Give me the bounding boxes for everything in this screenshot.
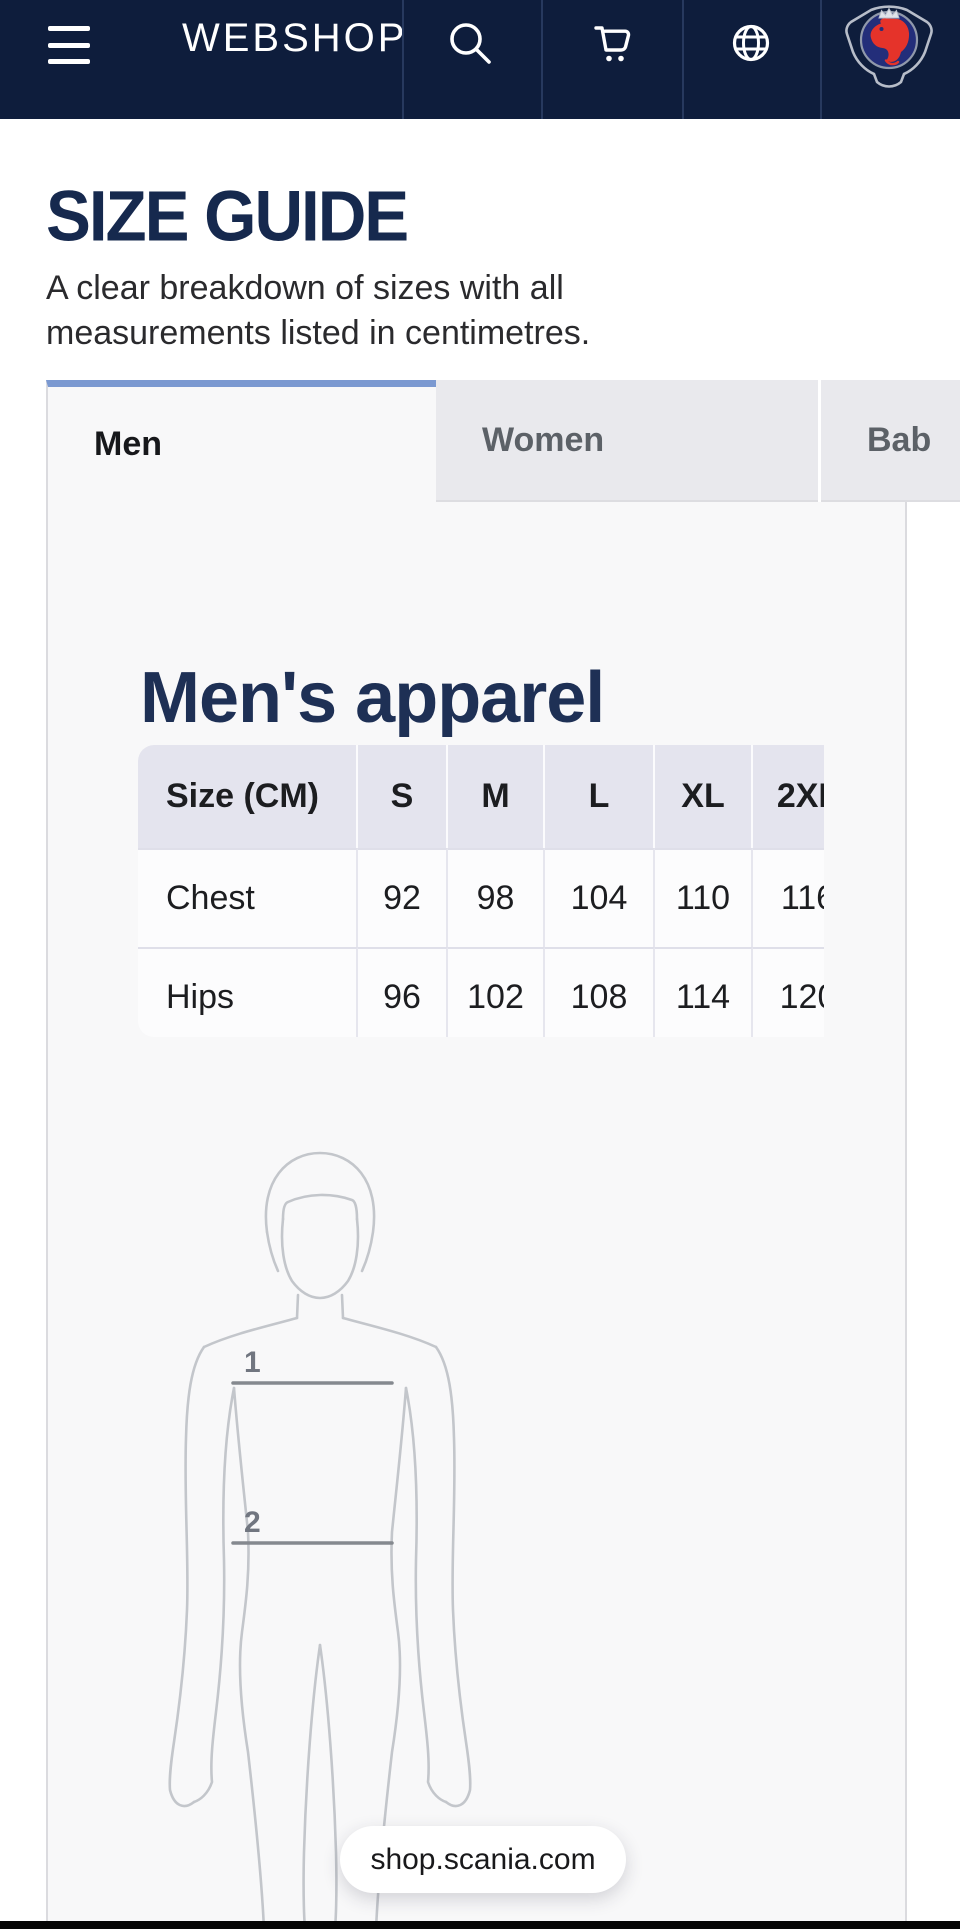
cell-hips-xl: 114 bbox=[655, 947, 753, 1037]
cell-hips-m: 102 bbox=[448, 947, 545, 1037]
header-divider bbox=[541, 0, 543, 119]
col-header-l: L bbox=[545, 745, 655, 848]
col-header-s: S bbox=[358, 745, 448, 848]
col-header-size: Size (CM) bbox=[138, 745, 358, 848]
shopping-cart-icon[interactable] bbox=[584, 18, 636, 70]
tab-men[interactable]: Men bbox=[46, 380, 436, 502]
hamburger-menu-icon[interactable] bbox=[48, 26, 90, 64]
page-subtitle: A clear breakdown of sizes with all meas… bbox=[46, 266, 590, 356]
cell-chest-l: 104 bbox=[545, 848, 655, 947]
url-text: shop.scania.com bbox=[370, 1842, 596, 1876]
tab-women[interactable]: Women bbox=[436, 380, 818, 502]
col-header-2xl: 2XL bbox=[753, 745, 824, 848]
cell-hips-s: 96 bbox=[358, 947, 448, 1037]
header-divider bbox=[820, 0, 822, 119]
tab-label: Bab bbox=[867, 420, 932, 459]
scania-griffin-logo[interactable] bbox=[840, 2, 938, 94]
app-header: WEBSHOP bbox=[0, 0, 960, 119]
men-size-panel: Men's apparel Size (CM) S M L XL 2XL Che… bbox=[46, 502, 907, 1929]
body-measurement-figure: 1 2 bbox=[168, 1151, 472, 1929]
header-divider bbox=[402, 0, 404, 119]
brand-title[interactable]: WEBSHOP bbox=[182, 16, 408, 60]
col-header-m: M bbox=[448, 745, 545, 848]
section-heading: Men's apparel bbox=[140, 657, 605, 738]
table-row-hips: Hips 96 102 108 114 120 bbox=[138, 947, 824, 1037]
col-header-xl: XL bbox=[655, 745, 753, 848]
cell-hips-2xl: 120 bbox=[753, 947, 824, 1037]
hips-measure-label: 2 bbox=[244, 1506, 261, 1539]
chest-measure-label: 1 bbox=[244, 1346, 261, 1379]
cell-chest-2xl: 116 bbox=[753, 848, 824, 947]
size-table: Size (CM) S M L XL 2XL Chest 92 98 104 1… bbox=[138, 745, 824, 1037]
cell-chest-s: 92 bbox=[358, 848, 448, 947]
size-table-scroll-area[interactable]: Size (CM) S M L XL 2XL Chest 92 98 104 1… bbox=[138, 745, 824, 1037]
subtitle-line: A clear breakdown of sizes with all bbox=[46, 269, 564, 307]
measurement-lines bbox=[231, 1381, 394, 1545]
tab-label: Women bbox=[482, 420, 605, 459]
cell-hips-l: 108 bbox=[545, 947, 655, 1037]
row-label: Chest bbox=[138, 848, 358, 947]
browser-url-bar[interactable]: shop.scania.com bbox=[340, 1826, 626, 1893]
subtitle-line: measurements listed in centimetres. bbox=[46, 314, 591, 352]
row-label: Hips bbox=[138, 947, 358, 1037]
header-divider bbox=[682, 0, 684, 119]
cell-chest-xl: 110 bbox=[655, 848, 753, 947]
size-table-header-row: Size (CM) S M L XL 2XL bbox=[138, 745, 824, 848]
cell-chest-m: 98 bbox=[448, 848, 545, 947]
table-row-chest: Chest 92 98 104 110 116 bbox=[138, 848, 824, 947]
tab-label: Men bbox=[94, 425, 162, 463]
globe-icon[interactable] bbox=[725, 18, 777, 70]
search-icon[interactable] bbox=[444, 18, 496, 70]
size-guide-tabs: Men Women Bab bbox=[46, 380, 960, 502]
home-indicator-bar bbox=[0, 1921, 960, 1929]
page-title: SIZE GUIDE bbox=[46, 175, 409, 256]
tab-babies[interactable]: Bab bbox=[821, 380, 960, 502]
